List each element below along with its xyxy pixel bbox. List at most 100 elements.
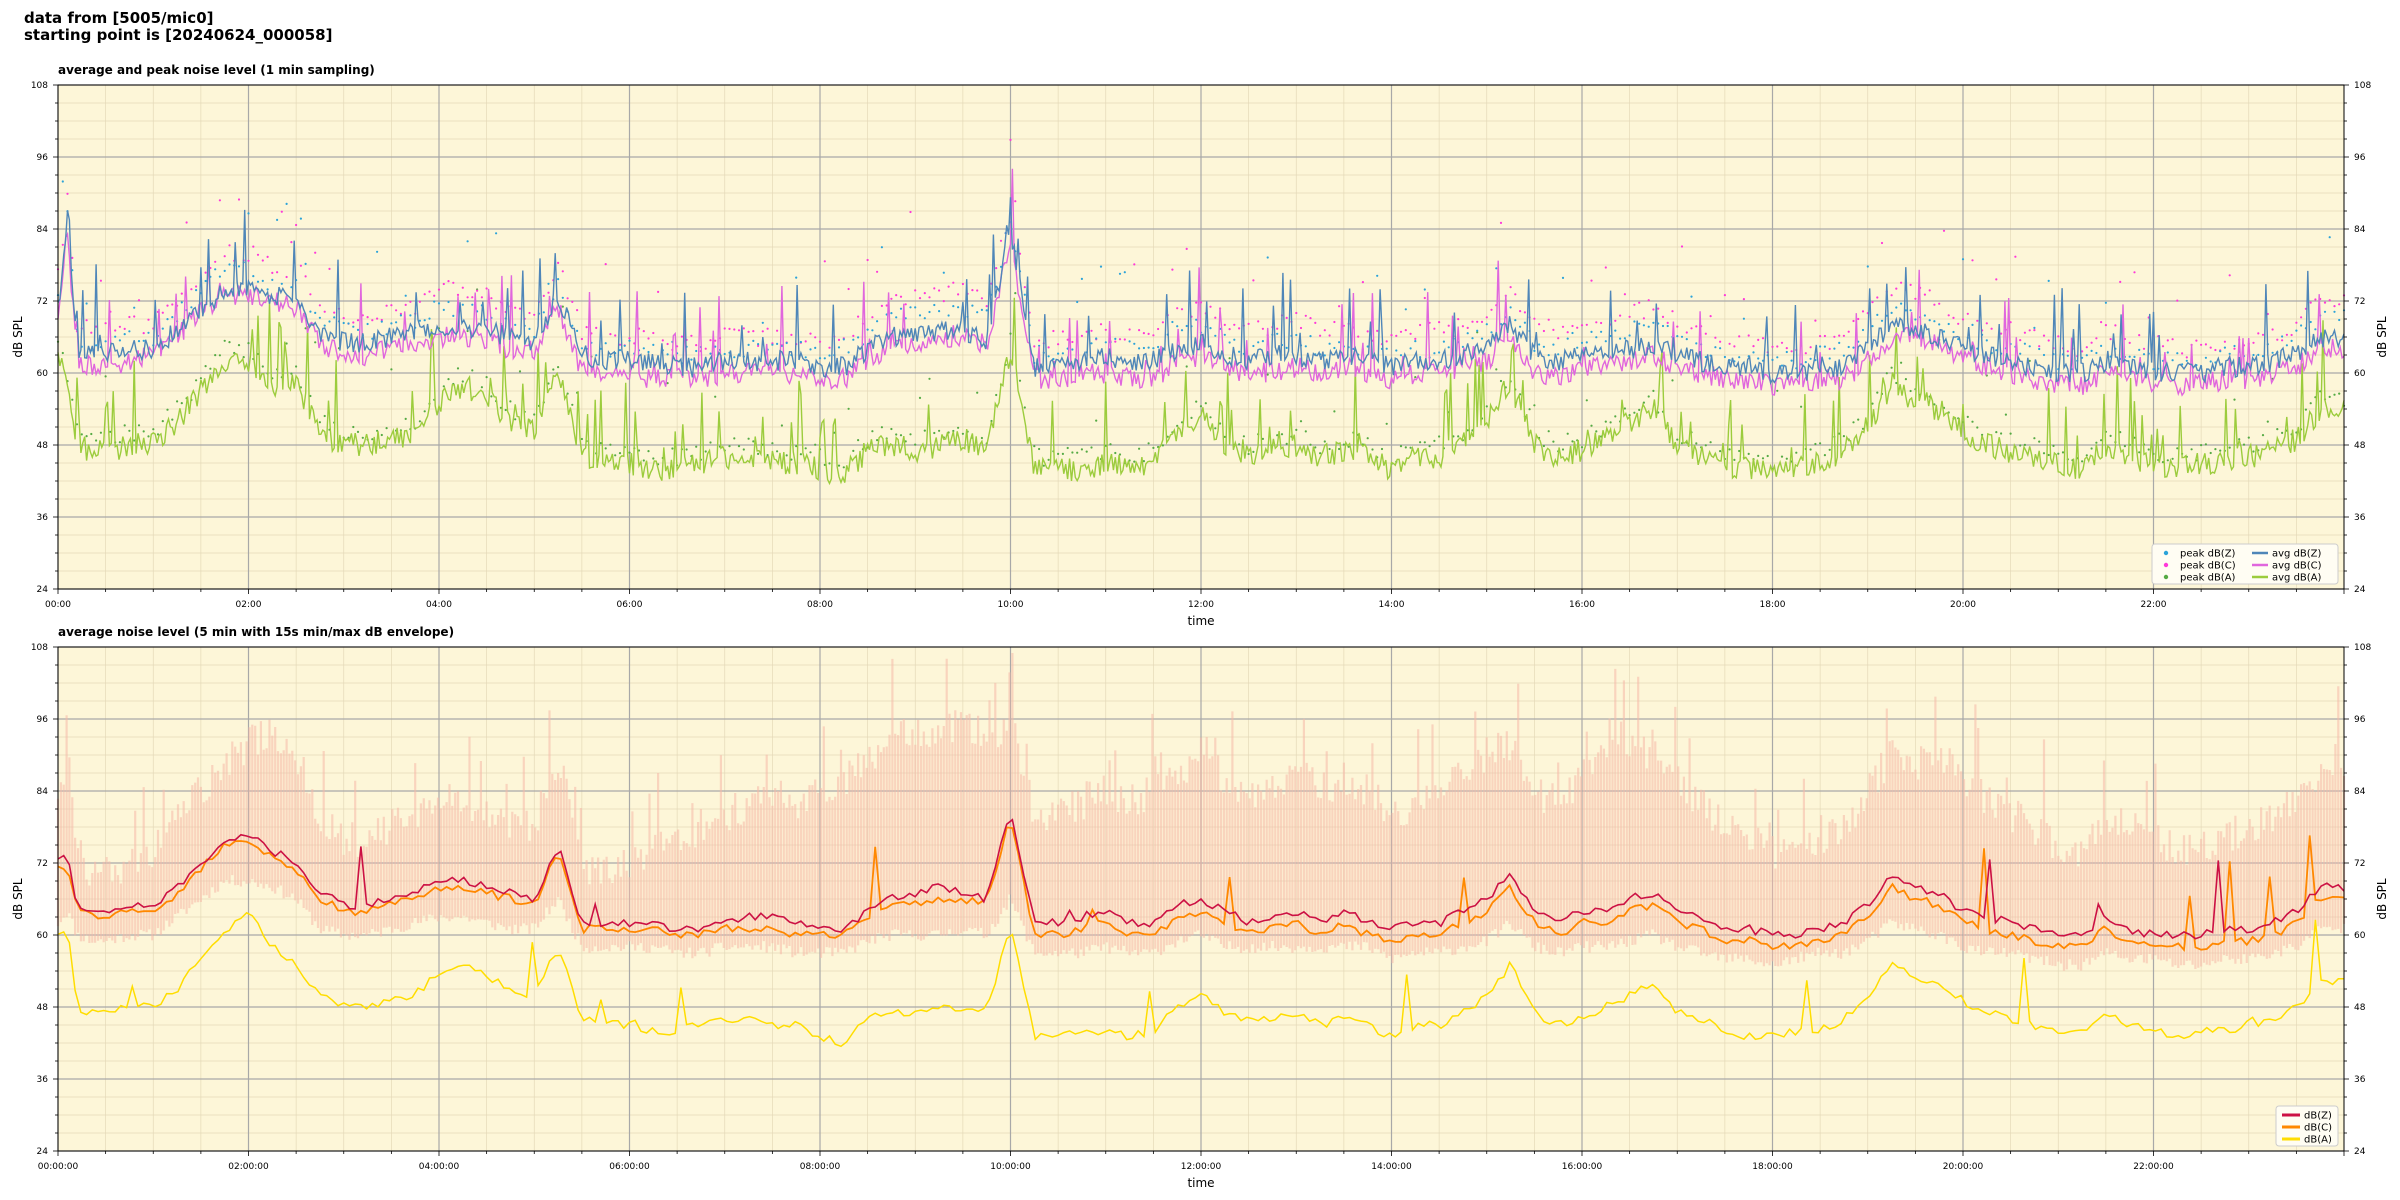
peak-point bbox=[947, 285, 950, 288]
peak-point bbox=[423, 319, 426, 322]
legend-marker bbox=[2163, 562, 2169, 568]
peak-point bbox=[1471, 337, 1474, 340]
peak-point bbox=[1652, 308, 1655, 311]
peak-point bbox=[1890, 294, 1893, 297]
peak-point bbox=[914, 306, 917, 309]
peak-point bbox=[2204, 356, 2207, 359]
peak-point bbox=[2052, 444, 2055, 447]
peak-point bbox=[2028, 345, 2031, 348]
peak-point bbox=[895, 433, 898, 436]
peak-point bbox=[1018, 379, 1022, 382]
peak-point bbox=[976, 311, 979, 314]
peak-point bbox=[471, 296, 474, 299]
peak-point bbox=[1447, 324, 1450, 327]
y-tick-label-left: 60 bbox=[37, 369, 49, 379]
peak-point bbox=[1409, 446, 1412, 449]
peak-point bbox=[1118, 272, 1122, 275]
peak-point bbox=[1614, 415, 1617, 418]
peak-point bbox=[1480, 337, 1484, 340]
peak-point bbox=[252, 275, 255, 278]
peak-point bbox=[314, 251, 317, 254]
peak-point bbox=[1152, 334, 1155, 337]
peak-point bbox=[1142, 460, 1145, 463]
peak-point bbox=[85, 302, 88, 305]
peak-point bbox=[195, 379, 198, 382]
peak-point bbox=[2114, 324, 2117, 327]
peak-point bbox=[1990, 327, 1993, 330]
peak-point bbox=[2233, 344, 2236, 348]
axis-ticks: 24 24 36 36 48 48 60 60 72 72 84 84 96 96 108 108 00:00 0… bbox=[31, 81, 2372, 610]
series-avg-db-c- bbox=[57, 168, 2345, 397]
peak-point bbox=[395, 321, 398, 324]
peak-point bbox=[2228, 446, 2231, 449]
peak-point bbox=[1285, 316, 1288, 319]
peak-point bbox=[804, 447, 807, 450]
peak-point bbox=[747, 437, 750, 440]
peak-point bbox=[1071, 340, 1074, 344]
peak-point bbox=[804, 356, 807, 359]
peak-point bbox=[1476, 320, 1479, 323]
peak-point bbox=[1861, 310, 1865, 313]
peak-point bbox=[1852, 421, 1855, 424]
peak-point bbox=[923, 429, 926, 432]
peak-point bbox=[466, 296, 469, 299]
peak-point bbox=[1552, 343, 1555, 346]
peak-point bbox=[1752, 351, 1755, 354]
peak-point bbox=[866, 328, 869, 331]
peak-point bbox=[1995, 278, 1998, 281]
peak-point bbox=[1695, 325, 1698, 328]
peak-point bbox=[1266, 256, 1269, 259]
x-tick-label: 20:00:00 bbox=[1943, 1162, 1984, 1172]
peak-point bbox=[2038, 440, 2041, 443]
peak-point bbox=[933, 431, 936, 435]
peak-point bbox=[490, 395, 493, 398]
peak-point bbox=[1661, 315, 1665, 318]
peak-point bbox=[1876, 313, 1879, 316]
peak-point bbox=[1490, 331, 1493, 334]
peak-point bbox=[766, 454, 769, 457]
peak-point bbox=[428, 290, 431, 293]
peak-point bbox=[1009, 332, 1012, 335]
legend-label: peak dB(C) bbox=[2180, 561, 2236, 572]
peak-point bbox=[171, 316, 174, 319]
peak-point bbox=[647, 337, 650, 340]
peak-point bbox=[1966, 312, 1969, 315]
peak-point bbox=[1314, 321, 1317, 324]
peak-point bbox=[1995, 431, 1998, 434]
peak-point bbox=[1800, 405, 1803, 408]
peak-point bbox=[166, 408, 169, 411]
peak-point bbox=[1304, 345, 1307, 348]
peak-point bbox=[461, 380, 464, 383]
peak-point bbox=[1490, 308, 1493, 311]
peak-point bbox=[752, 339, 755, 342]
peak-point bbox=[1057, 352, 1060, 355]
peak-point bbox=[528, 311, 531, 315]
peak-point bbox=[561, 296, 564, 299]
peak-point bbox=[1399, 445, 1403, 448]
peak-point bbox=[742, 327, 745, 330]
peak-point bbox=[1052, 329, 1055, 333]
peak-point bbox=[990, 419, 993, 423]
peak-point bbox=[1376, 274, 1379, 277]
peak-point bbox=[228, 263, 231, 266]
peak-point bbox=[752, 440, 755, 443]
peak-point bbox=[1847, 330, 1850, 333]
peak-point bbox=[1228, 357, 1231, 360]
peak-point bbox=[1280, 433, 1284, 436]
peak-point bbox=[1061, 452, 1064, 455]
peak-point bbox=[1704, 332, 1707, 335]
peak-point bbox=[933, 287, 936, 290]
peak-point bbox=[1981, 433, 1984, 436]
x-tick-label: 04:00 bbox=[426, 600, 452, 610]
peak-point bbox=[1704, 355, 1707, 359]
peak-point bbox=[799, 453, 803, 456]
peak-point bbox=[2009, 432, 2012, 435]
peak-point bbox=[1933, 320, 1936, 323]
peak-point bbox=[318, 304, 321, 307]
peak-point bbox=[1785, 457, 1788, 460]
peak-point bbox=[1123, 271, 1126, 274]
peak-point bbox=[333, 311, 336, 314]
peak-point bbox=[1571, 440, 1574, 443]
peak-point bbox=[1719, 340, 1722, 343]
peak-point bbox=[918, 314, 922, 317]
